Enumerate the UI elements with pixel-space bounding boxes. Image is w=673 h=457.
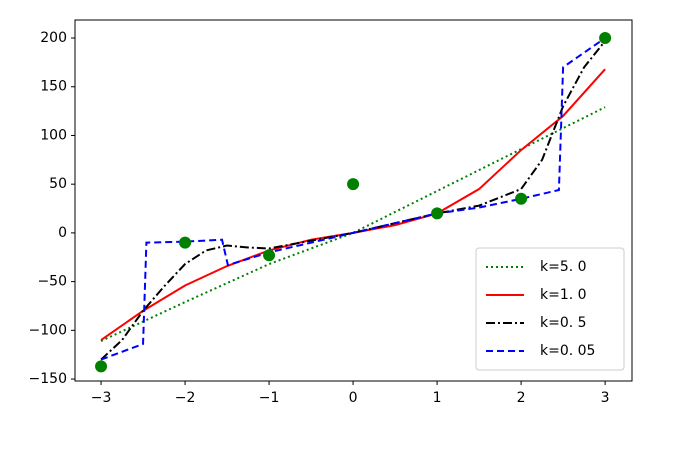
series-line	[100, 40, 606, 361]
y-tick-label: −150	[29, 371, 67, 387]
x-tick-label: 2	[517, 390, 526, 406]
data-point	[95, 360, 108, 373]
data-point	[179, 236, 192, 249]
x-tick-label: 0	[349, 390, 358, 406]
x-tick-label: −1	[259, 390, 280, 406]
legend-label: k=0. 5	[540, 315, 587, 331]
y-tick-label: −50	[37, 274, 67, 290]
x-tick-label: 3	[601, 390, 610, 406]
x-tick-label: −2	[175, 390, 196, 406]
y-tick-label: 200	[40, 30, 67, 46]
y-tick-label: 0	[58, 225, 67, 241]
data-point	[431, 207, 444, 220]
data-point	[515, 192, 528, 205]
legend-label: k=5. 0	[540, 259, 587, 275]
x-tick-label: 1	[433, 390, 442, 406]
legend-label: k=0. 05	[540, 343, 595, 359]
series-line	[100, 37, 606, 361]
y-tick-label: −100	[29, 322, 67, 338]
y-tick-label: 150	[40, 79, 67, 95]
data-point	[347, 178, 360, 191]
y-tick-label: 100	[40, 127, 67, 143]
legend-label: k=1. 0	[540, 287, 587, 303]
data-point	[263, 249, 276, 262]
x-tick-label: −3	[91, 390, 112, 406]
data-point	[599, 32, 612, 45]
legend-box	[475, 247, 625, 371]
y-tick-label: 50	[49, 176, 67, 192]
